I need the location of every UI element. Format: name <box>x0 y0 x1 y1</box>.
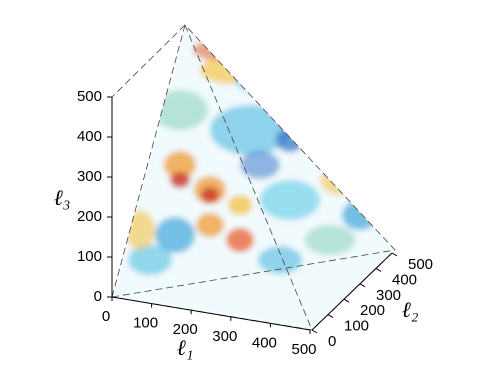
x-tick-label: 500 <box>291 341 316 358</box>
y-tick-label: 100 <box>344 318 369 335</box>
y-tick <box>391 252 398 257</box>
y-tick <box>327 314 334 319</box>
y-tick-label: 200 <box>360 302 385 319</box>
z-tick-label: 500 <box>77 88 102 105</box>
y-tick-label: 0 <box>328 333 336 350</box>
z-tick-label: 300 <box>77 168 102 185</box>
y-tick-label: 400 <box>392 271 417 288</box>
x-axis-title: ℓ₁ <box>177 335 194 360</box>
z-tick-label: 0 <box>94 288 102 305</box>
y-tick <box>311 329 318 334</box>
z-axis-title: ℓ₃ <box>54 185 71 210</box>
y-tick-label: 300 <box>376 287 401 304</box>
y-axis-line <box>311 252 393 331</box>
x-axis-line <box>111 296 311 331</box>
y-tick <box>359 283 366 288</box>
y-tick-label: 500 <box>408 256 433 273</box>
volume-render <box>112 25 395 330</box>
z-tick-label: 200 <box>77 208 102 225</box>
z-tick-label: 100 <box>77 248 102 265</box>
y-tick <box>343 298 350 303</box>
x-tick-label: 400 <box>252 334 277 351</box>
x-tick-label: 200 <box>173 321 198 338</box>
y-tick <box>375 267 382 272</box>
x-tick-label: 0 <box>102 308 110 325</box>
z-tick-label: 400 <box>77 128 102 145</box>
x-tick-label: 100 <box>133 315 158 332</box>
y-axis-title: ℓ₂ <box>402 297 419 322</box>
x-tick-label: 300 <box>212 328 237 345</box>
